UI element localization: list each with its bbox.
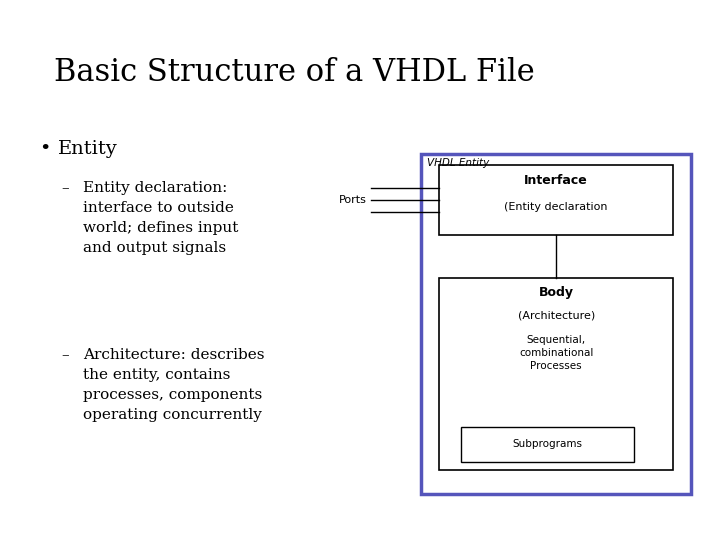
Text: Basic Structure of a VHDL File: Basic Structure of a VHDL File <box>54 57 535 87</box>
Text: Body: Body <box>539 286 574 299</box>
Bar <box>439 278 673 470</box>
Text: Sequential,
combinational
Processes: Sequential, combinational Processes <box>519 335 593 371</box>
Text: Entity: Entity <box>58 140 117 158</box>
Text: •: • <box>40 140 51 158</box>
Text: Subprograms: Subprograms <box>512 439 582 449</box>
Bar <box>421 154 691 494</box>
Text: (Entity declaration: (Entity declaration <box>505 202 608 213</box>
Text: –: – <box>61 181 69 195</box>
Bar <box>461 427 634 462</box>
Text: Entity declaration:
interface to outside
world; defines input
and output signals: Entity declaration: interface to outside… <box>83 181 238 255</box>
Text: VHDL Entity: VHDL Entity <box>427 158 489 168</box>
Text: Architecture: describes
the entity, contains
processes, components
operating con: Architecture: describes the entity, cont… <box>83 348 264 422</box>
Text: (Architecture): (Architecture) <box>518 310 595 321</box>
Text: –: – <box>61 348 69 362</box>
Bar <box>439 165 673 235</box>
Text: Interface: Interface <box>524 174 588 187</box>
Text: Ports: Ports <box>339 195 367 205</box>
